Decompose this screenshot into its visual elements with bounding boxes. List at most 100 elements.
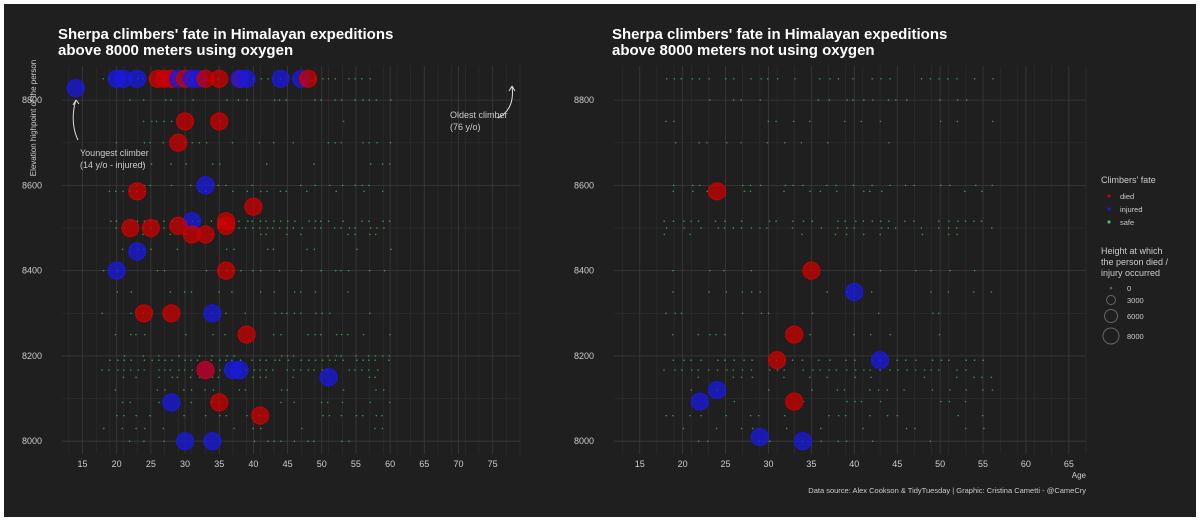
right-safe-point — [845, 233, 848, 236]
left-died-point — [121, 218, 140, 238]
right-safe-point — [663, 220, 665, 222]
right-safe-point — [982, 359, 984, 361]
right-safe-point — [732, 227, 735, 229]
right-safe-point — [680, 77, 683, 80]
right-safe-point — [870, 291, 873, 293]
right-safe-point — [759, 227, 761, 229]
left-safe-point — [178, 369, 180, 371]
right-safe-point — [716, 369, 719, 371]
right-injured-point — [793, 432, 812, 451]
right-safe-point — [836, 389, 839, 391]
right-safe-point — [871, 77, 874, 80]
left-safe-point — [285, 190, 288, 193]
left-safe-point — [238, 227, 240, 229]
right-safe-point — [775, 120, 777, 123]
right-died-point — [707, 182, 727, 201]
left-injured-point — [237, 69, 256, 88]
right-safe-point — [957, 414, 960, 417]
left-safe-point — [102, 269, 105, 272]
left-safe-point — [178, 355, 180, 357]
right-safe-point — [680, 312, 683, 315]
right-safe-point — [817, 99, 820, 101]
right-safe-point — [683, 359, 685, 361]
left-safe-point — [211, 376, 214, 379]
right-safe-point — [929, 440, 932, 443]
left-safe-point — [322, 77, 324, 80]
left-safe-point — [341, 184, 344, 187]
left-x-tick-label: 70 — [453, 459, 463, 469]
left-safe-point — [170, 184, 173, 187]
left-died-point — [196, 225, 215, 244]
left-safe-point — [212, 389, 215, 391]
right-safe-point — [871, 440, 874, 443]
left-safe-point — [314, 184, 317, 187]
left-safe-point — [204, 414, 207, 417]
right-safe-point — [741, 184, 744, 187]
left-y-tick-label: 8000 — [22, 436, 42, 446]
right-safe-point — [697, 440, 700, 443]
left-safe-point — [143, 359, 146, 361]
right-safe-point — [957, 220, 959, 222]
right-safe-point — [724, 359, 726, 361]
right-safe-point — [973, 376, 975, 379]
left-safe-point — [362, 141, 364, 144]
left-safe-point — [354, 99, 356, 101]
youngest-annotation-line-1: Youngest climber — [80, 148, 149, 158]
left-safe-point — [327, 77, 330, 80]
right-safe-point — [663, 369, 665, 371]
right-safe-point — [835, 190, 838, 193]
oldest-arrow — [497, 85, 513, 119]
left-died-point — [216, 261, 236, 280]
left-safe-point — [267, 77, 269, 80]
right-safe-point — [940, 359, 943, 361]
left-safe-point — [123, 359, 126, 361]
left-safe-point — [286, 369, 289, 371]
left-safe-point — [244, 389, 247, 391]
left-safe-point — [279, 220, 282, 222]
legend-fate-title: Climbers' fate — [1101, 175, 1156, 185]
right-safe-point — [889, 333, 891, 336]
right-safe-point — [929, 77, 932, 80]
right-safe-point — [759, 99, 762, 101]
right-safe-point — [817, 359, 820, 361]
right-safe-point — [844, 220, 846, 222]
right-safe-point — [877, 312, 880, 315]
right-x-tick-label: 20 — [678, 459, 688, 469]
right-safe-point — [879, 269, 882, 272]
left-safe-point — [388, 355, 391, 357]
right-safe-point — [743, 190, 746, 193]
left-safe-point — [292, 355, 295, 357]
right-safe-point — [940, 400, 942, 403]
left-safe-point — [314, 359, 317, 361]
right-safe-point — [760, 77, 763, 80]
left-safe-point — [184, 359, 186, 361]
left-title-line-2: above 8000 meters using oxygen — [58, 42, 293, 59]
left-safe-point — [115, 220, 118, 222]
left-safe-point — [286, 389, 288, 391]
right-safe-point — [707, 369, 710, 371]
right-safe-point — [724, 220, 726, 222]
youngest-arrow — [72, 99, 79, 141]
left-safe-point — [117, 359, 119, 361]
left-safe-point — [265, 233, 267, 236]
left-x-tick-label: 40 — [248, 459, 258, 469]
left-safe-point — [362, 333, 365, 336]
right-safe-point — [906, 369, 908, 371]
right-safe-point — [690, 369, 693, 371]
right-safe-point — [965, 389, 968, 391]
left-safe-point — [192, 99, 195, 101]
right-safe-point — [801, 359, 804, 361]
right-safe-point — [886, 389, 889, 391]
right-safe-point — [792, 220, 794, 222]
right-safe-point — [802, 220, 805, 222]
left-safe-point — [334, 141, 336, 144]
right-safe-point — [877, 389, 880, 391]
right-safe-point — [973, 77, 976, 80]
left-safe-point — [340, 355, 342, 357]
left-safe-point — [333, 227, 336, 229]
left-safe-point — [231, 141, 234, 144]
left-safe-point — [211, 355, 213, 357]
right-safe-point — [828, 99, 831, 101]
left-safe-point — [340, 414, 343, 417]
left-safe-point — [110, 220, 112, 222]
